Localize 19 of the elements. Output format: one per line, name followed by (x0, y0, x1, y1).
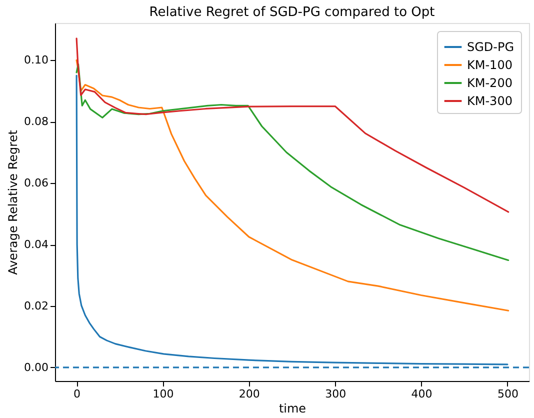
legend-label: KM-300 (467, 94, 512, 108)
x-tick-label: 100 (152, 388, 174, 400)
x-tick-label: 400 (411, 388, 432, 400)
y-axis-title: Average Relative Regret (6, 130, 20, 275)
legend-label: KM-100 (467, 58, 512, 72)
legend-label: KM-200 (467, 76, 512, 90)
x-tick-label: 200 (238, 388, 260, 400)
x-tick-label: 300 (325, 388, 346, 400)
y-tick-label: 0.08 (24, 115, 48, 128)
y-tick-label: 0.00 (24, 360, 48, 374)
x-tick-label: 0 (74, 388, 81, 400)
y-tick-label: 0.02 (24, 300, 48, 313)
legend-label: SGD-PG (467, 40, 514, 54)
chart-title: Relative Regret of SGD-PG compared to Opt (149, 5, 435, 20)
x-tick-label: 500 (497, 388, 518, 400)
y-tick-label: 0.06 (24, 176, 48, 190)
x-axis-title: time (278, 402, 306, 416)
y-tick-label: 0.04 (24, 238, 48, 252)
y-tick-label: 0.10 (24, 54, 48, 67)
